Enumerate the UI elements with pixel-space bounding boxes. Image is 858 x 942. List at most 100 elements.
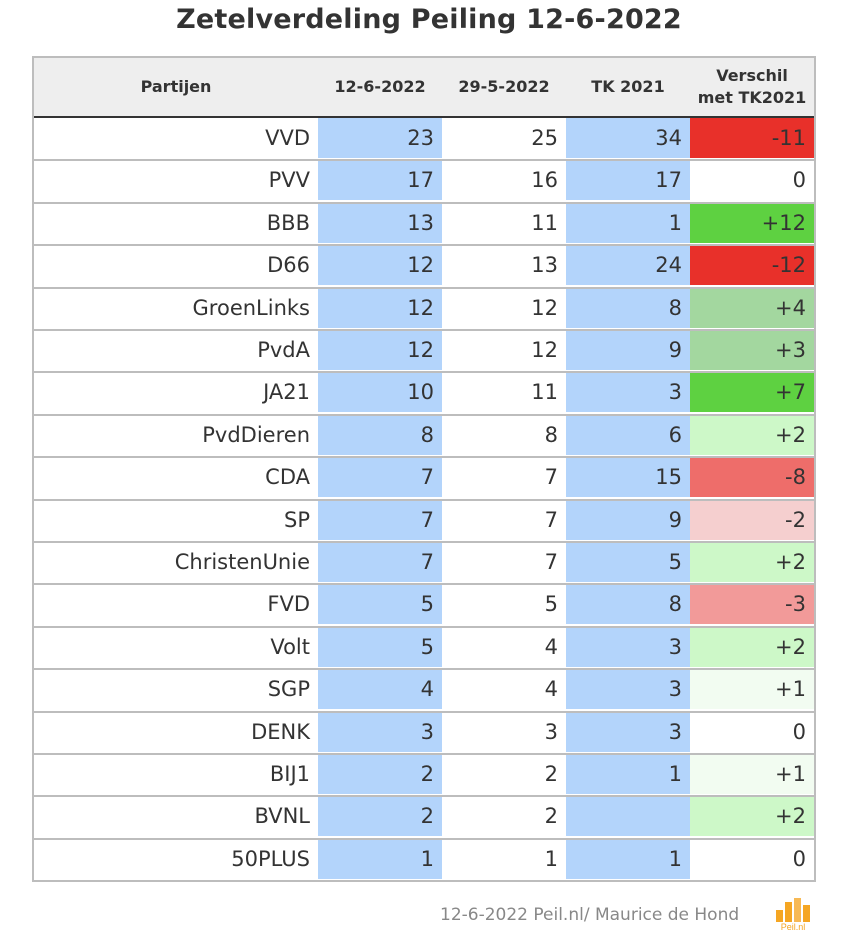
seats-12-6-2022-cell: 17 <box>318 160 442 201</box>
party-name-cell: 50PLUS <box>231 846 310 871</box>
seats-12-6-2022-cell: 7 <box>318 542 442 582</box>
table-row: 50PLUS 1 1 1 0 <box>34 837 814 881</box>
seat-table: Partijen 12-6-2022 29-5-2022 TK 2021 Ver… <box>32 56 816 882</box>
seats-12-6-2022-cell: 12 <box>318 287 442 328</box>
seats-12-6-2022-cell: 13 <box>318 202 442 243</box>
row-divider <box>34 498 814 501</box>
header-diff-line1: Verschil <box>716 66 788 85</box>
party-name-cell: SP <box>284 507 310 532</box>
table-row: JA21 10 11 3 +7 <box>34 371 814 414</box>
seats-tk2021-cell: 5 <box>566 542 690 582</box>
diff-tk2021-cell: -12 <box>690 245 814 286</box>
seats-29-5-2022-cell: 4 <box>544 677 558 702</box>
header-diff-line2: met TK2021 <box>697 88 807 107</box>
seats-29-5-2022-cell: 3 <box>544 719 558 744</box>
row-divider <box>34 413 814 416</box>
diff-tk2021-cell: +2 <box>690 542 814 582</box>
seats-tk2021-cell: 3 <box>566 669 690 710</box>
row-divider <box>34 329 814 331</box>
row-divider <box>34 753 814 755</box>
table-header: Partijen 12-6-2022 29-5-2022 TK 2021 Ver… <box>34 58 814 118</box>
party-name-cell: FVD <box>267 592 310 617</box>
diff-tk2021-cell: -11 <box>690 118 814 158</box>
seats-12-6-2022-cell: 23 <box>318 118 442 158</box>
seats-29-5-2022-cell: 11 <box>531 210 558 235</box>
seats-tk2021-cell: 3 <box>566 626 690 667</box>
diff-tk2021-cell: +2 <box>690 626 814 667</box>
seats-12-6-2022-cell: 4 <box>318 669 442 710</box>
seats-tk2021-cell: 3 <box>566 372 690 413</box>
table-row: D66 12 13 24 -12 <box>34 244 814 287</box>
table-row: PvdA 12 12 9 +3 <box>34 329 814 372</box>
party-name-cell: JA21 <box>263 380 310 405</box>
seats-tk2021-cell: 1 <box>566 838 690 879</box>
seats-tk2021-cell: 3 <box>566 711 690 752</box>
seats-29-5-2022-cell: 2 <box>544 762 558 786</box>
party-name-cell: DENK <box>251 719 310 744</box>
party-name-cell: BBB <box>266 210 310 235</box>
seats-12-6-2022-cell: 2 <box>318 796 442 837</box>
seats-tk2021-cell: 15 <box>566 457 690 498</box>
seats-29-5-2022-cell: 16 <box>531 168 558 193</box>
table-row: BVNL 2 2 +2 <box>34 795 814 838</box>
diff-tk2021-cell: +2 <box>690 414 814 455</box>
seats-12-6-2022-cell: 12 <box>318 245 442 286</box>
seats-29-5-2022-cell: 1 <box>544 846 558 871</box>
party-name-cell: GroenLinks <box>192 295 310 320</box>
seats-29-5-2022-cell: 7 <box>544 550 558 574</box>
table-row: BIJ1 2 2 1 +1 <box>34 753 814 796</box>
table-row: GroenLinks 12 12 8 +4 <box>34 286 814 330</box>
seats-29-5-2022-cell: 7 <box>544 507 558 532</box>
diff-tk2021-cell: 0 <box>690 711 814 752</box>
seats-29-5-2022-cell: 11 <box>531 380 558 405</box>
row-divider <box>34 159 814 162</box>
header-col-29-5-2022: 29-5-2022 <box>458 77 550 96</box>
seats-29-5-2022-cell: 4 <box>544 634 558 659</box>
party-name-cell: ChristenUnie <box>174 550 310 574</box>
seats-29-5-2022-cell: 12 <box>531 338 558 362</box>
seats-tk2021-cell: 8 <box>566 287 690 328</box>
diff-tk2021-cell: 0 <box>690 838 814 879</box>
diff-tk2021-cell: -8 <box>690 457 814 498</box>
peil-nl-logo-icon: Peil.nl <box>776 898 810 932</box>
diff-tk2021-cell: +1 <box>690 754 814 794</box>
row-divider <box>34 795 814 798</box>
row-divider <box>34 668 814 671</box>
seats-12-6-2022-cell: 5 <box>318 626 442 667</box>
row-divider <box>34 710 814 713</box>
seats-12-6-2022-cell: 1 <box>318 838 442 879</box>
diff-tk2021-cell: -3 <box>690 584 814 625</box>
row-divider <box>34 244 814 247</box>
header-party: Partijen <box>140 77 212 96</box>
table-row: PVV 17 16 17 0 <box>34 159 814 202</box>
seats-12-6-2022-cell: 10 <box>318 372 442 413</box>
footer-source: 12-6-2022 Peil.nl/ Maurice de Hond <box>440 905 740 925</box>
seats-12-6-2022-cell: 8 <box>318 414 442 455</box>
row-divider <box>34 456 814 459</box>
table-row: SGP 4 4 3 +1 <box>34 668 814 711</box>
table-row: BBB 13 11 1 +12 <box>34 201 814 245</box>
seats-tk2021-cell: 1 <box>566 754 690 794</box>
table-row: FVD 5 5 8 -3 <box>34 583 814 626</box>
table-row: SP 7 7 9 -2 <box>34 498 814 542</box>
table-row: VVD 23 25 34 -11 <box>34 118 814 160</box>
party-name-cell: PvdDieren <box>202 422 310 447</box>
party-name-cell: Volt <box>270 634 310 659</box>
row-divider <box>34 583 814 586</box>
diff-tk2021-cell: 0 <box>690 160 814 201</box>
row-divider <box>34 201 814 204</box>
party-name-cell: VVD <box>265 126 310 150</box>
seats-tk2021-cell: 1 <box>566 202 690 243</box>
seats-12-6-2022-cell: 5 <box>318 584 442 625</box>
diff-tk2021-cell: +1 <box>690 669 814 710</box>
seats-29-5-2022-cell: 5 <box>544 592 558 617</box>
row-divider <box>34 286 814 289</box>
seats-29-5-2022-cell: 2 <box>544 804 558 829</box>
seats-29-5-2022-cell: 25 <box>531 126 558 150</box>
seats-tk2021-cell: 8 <box>566 584 690 625</box>
diff-tk2021-cell: +3 <box>690 330 814 370</box>
seats-12-6-2022-cell: 7 <box>318 499 442 540</box>
header-col-tk2021: TK 2021 <box>591 77 665 96</box>
seats-29-5-2022-cell: 8 <box>544 422 558 447</box>
row-divider <box>34 837 814 840</box>
